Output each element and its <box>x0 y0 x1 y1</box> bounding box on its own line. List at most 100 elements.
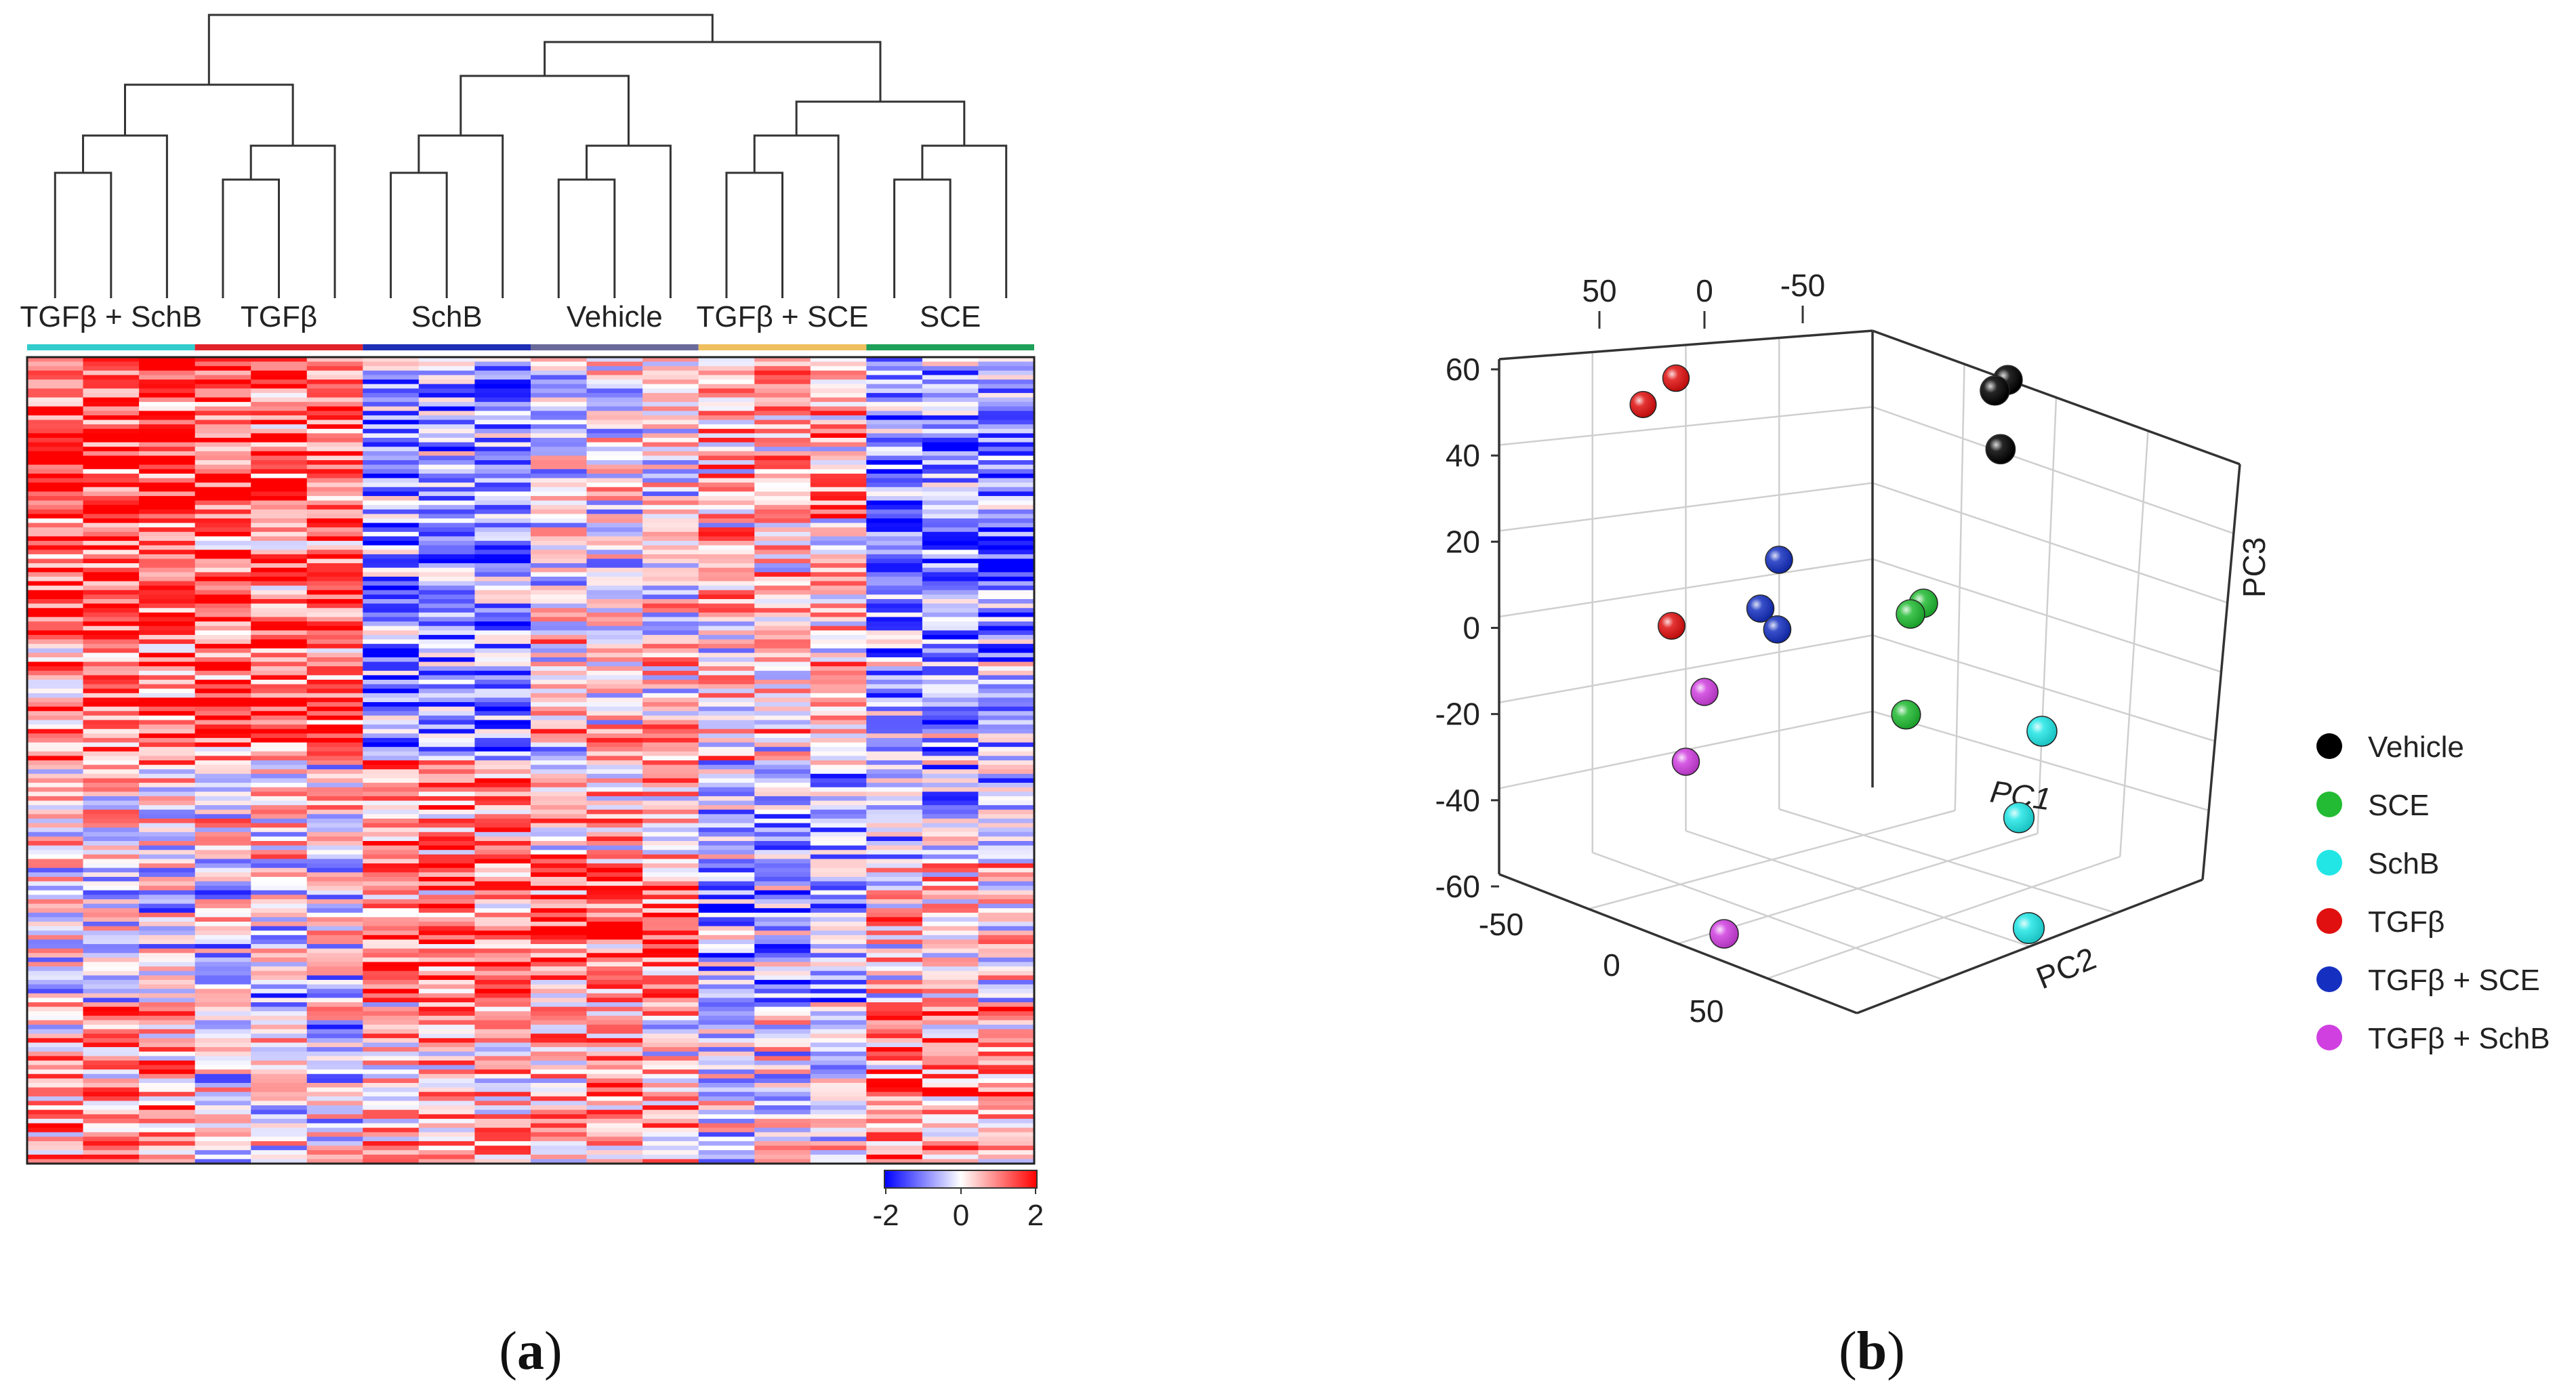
heatmap-cell <box>474 711 531 716</box>
heatmap-cell <box>531 742 588 747</box>
heatmap-cell <box>531 787 588 792</box>
heatmap-cell <box>754 1092 811 1097</box>
heatmap-cell <box>531 867 588 873</box>
heatmap-cell <box>810 814 867 819</box>
heatmap-cell <box>474 1042 531 1048</box>
heatmap-cell <box>27 890 84 895</box>
heatmap-cell <box>418 567 476 573</box>
heatmap-cell <box>642 483 699 488</box>
heatmap-cell <box>363 1047 420 1052</box>
heatmap-cell <box>195 1033 251 1039</box>
heatmap-cell <box>698 509 755 514</box>
heatmap-cell <box>866 993 923 998</box>
heatmap-cell <box>642 800 699 806</box>
heatmap-cell <box>922 518 979 524</box>
heatmap-cell <box>251 1015 308 1021</box>
heatmap-cell <box>27 424 84 430</box>
heatmap-cell <box>139 469 196 474</box>
heatmap-cell <box>139 438 196 443</box>
heatmap-cell <box>306 594 363 600</box>
heatmap-cell <box>27 702 84 708</box>
pc1-tick-label: 0 <box>1696 273 1713 308</box>
heatmap-cell <box>586 1092 643 1097</box>
heatmap-cell <box>363 581 420 586</box>
heatmap-cell <box>922 527 979 533</box>
heatmap-cell <box>363 460 420 466</box>
heatmap-cell <box>306 729 363 734</box>
heatmap-cell <box>306 612 363 618</box>
heatmap-cell <box>922 697 979 703</box>
heatmap-cell <box>251 653 308 658</box>
heatmap-cell <box>642 522 699 528</box>
heatmap-cell <box>642 818 699 824</box>
heatmap-cell <box>306 827 363 833</box>
heatmap-cell <box>474 1029 531 1034</box>
heatmap-cell <box>866 563 923 569</box>
heatmap-cell <box>586 644 643 649</box>
heatmap-cell <box>27 428 84 434</box>
heatmap-cell <box>251 737 308 743</box>
heatmap-cell <box>922 411 979 416</box>
heatmap-cell <box>363 823 420 828</box>
heatmap-cell <box>27 509 84 514</box>
heatmap-cell <box>698 886 755 891</box>
heatmap-cell <box>698 998 755 1003</box>
heatmap-cell <box>139 581 196 586</box>
heatmap-cell <box>363 361 420 367</box>
heatmap-cell <box>83 1136 140 1142</box>
heatmap-cell <box>195 626 251 631</box>
heatmap-cell <box>195 469 251 474</box>
heatmap-cell <box>195 572 251 577</box>
heatmap-cell <box>698 428 755 434</box>
heatmap-cell <box>810 1033 867 1039</box>
heatmap-cell <box>474 527 531 533</box>
heatmap-cell <box>83 626 140 631</box>
heatmap-cell <box>978 567 1035 573</box>
heatmap-cell <box>83 483 140 488</box>
heatmap-cell <box>474 469 531 474</box>
legend-marker <box>2316 908 2342 934</box>
heatmap-cell <box>531 684 588 689</box>
heatmap-cell <box>251 1033 308 1039</box>
heatmap-cell <box>531 711 588 716</box>
heatmap-cell <box>922 1069 979 1075</box>
heatmap-cell <box>363 590 420 595</box>
heatmap-cell <box>139 1128 196 1133</box>
heatmap-cell <box>195 935 251 941</box>
heatmap-cell <box>754 1078 811 1084</box>
heatmap-cell <box>642 970 699 976</box>
heatmap-cell <box>83 809 140 815</box>
heatmap-cell <box>978 867 1035 873</box>
heatmap-cell <box>195 787 251 792</box>
heatmap-cell <box>531 424 588 430</box>
heatmap-cell <box>698 581 755 586</box>
heatmap-cell <box>810 1042 867 1048</box>
heatmap-cell <box>586 442 643 447</box>
heatmap-cell <box>474 792 531 797</box>
heatmap-cell <box>922 912 979 918</box>
heatmap-cell <box>418 895 476 900</box>
heatmap-cell <box>978 599 1035 604</box>
heatmap-cell <box>474 1051 531 1057</box>
heatmap-cell <box>754 1042 811 1048</box>
heatmap-cell <box>83 522 140 528</box>
heatmap-cell <box>195 769 251 775</box>
heatmap-cell <box>698 1042 755 1048</box>
heatmap-cell <box>866 1042 923 1048</box>
heatmap-cell <box>531 751 588 756</box>
heatmap-cell <box>531 675 588 680</box>
heatmap-cell <box>27 742 84 747</box>
heatmap-cell <box>83 989 140 994</box>
heatmap-cell <box>83 773 140 779</box>
colorbar: -2 0 2 <box>872 1170 1044 1232</box>
heatmap-cell <box>139 1065 196 1070</box>
heatmap-cell <box>363 800 420 806</box>
heatmap-cell <box>139 590 196 595</box>
heatmap-cell <box>474 397 531 403</box>
heatmap-cell <box>586 827 643 833</box>
heatmap-cell <box>418 778 476 783</box>
heatmap-cell <box>474 447 531 452</box>
heatmap-cell <box>922 626 979 631</box>
heatmap-cell <box>978 447 1035 452</box>
heatmap-cell <box>139 935 196 941</box>
